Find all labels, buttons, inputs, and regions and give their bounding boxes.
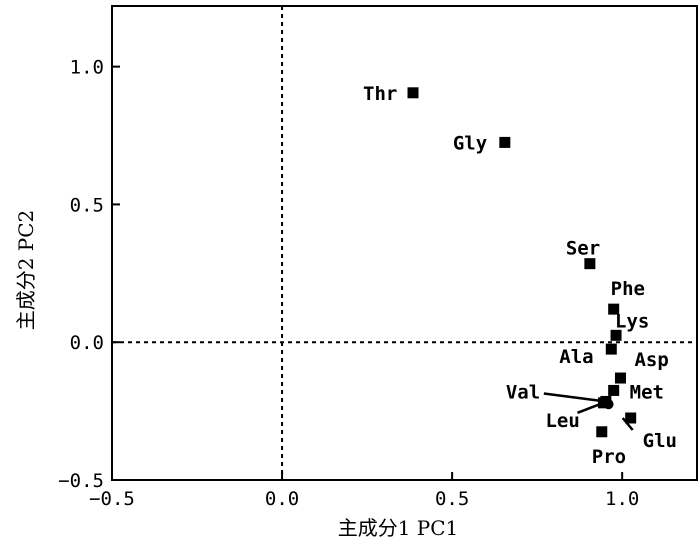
point-thr [407,87,419,99]
y-tick-label: 0.0 [70,332,104,354]
point-label: Pro [592,446,626,468]
y-tick-label: 0.5 [70,194,104,216]
point-label: Phe [611,278,645,300]
leader-line [577,401,604,415]
x-tick-label: 0.0 [265,488,299,510]
leader-line [543,392,607,403]
point-met [608,384,620,396]
point-label: Ser [566,238,600,260]
point-glu [625,412,637,424]
y-axis-title: 主成分2 PC2 [14,210,38,331]
plot-border [111,5,698,481]
y-tick-label: −0.5 [58,470,104,492]
x-axis: −0.5 0.0 0.5 1.0 [89,472,639,510]
point-label: Thr [363,83,397,105]
x-tick-label: −0.5 [89,488,135,510]
point-label: Glu [643,430,677,452]
plot-frame [111,5,698,481]
point-label: Met [630,381,664,403]
point-label: Val [506,381,540,403]
point-phe [608,303,620,315]
y-tick-label: 1.0 [70,57,104,79]
point-label: Ala [559,346,593,368]
leader-line [621,417,634,431]
point-label: Leu [545,410,579,432]
point-ala [605,343,617,355]
point-asp [614,372,626,384]
x-tick-label: 0.5 [435,488,469,510]
point-cluster-dot [603,399,614,410]
point-label: Gly [453,132,487,154]
reference-lines [112,6,697,480]
point-pro [596,426,608,438]
point-label: Asp [634,349,668,371]
x-tick-label: 1.0 [605,488,639,510]
point-ser [584,258,596,270]
y-axis: −0.5 0.0 0.5 1.0 [58,57,120,492]
point-lys [610,329,622,341]
point-gly [499,136,511,148]
x-axis-title: 主成分1 PC1 [338,516,459,540]
point-label: Lys [615,310,649,332]
